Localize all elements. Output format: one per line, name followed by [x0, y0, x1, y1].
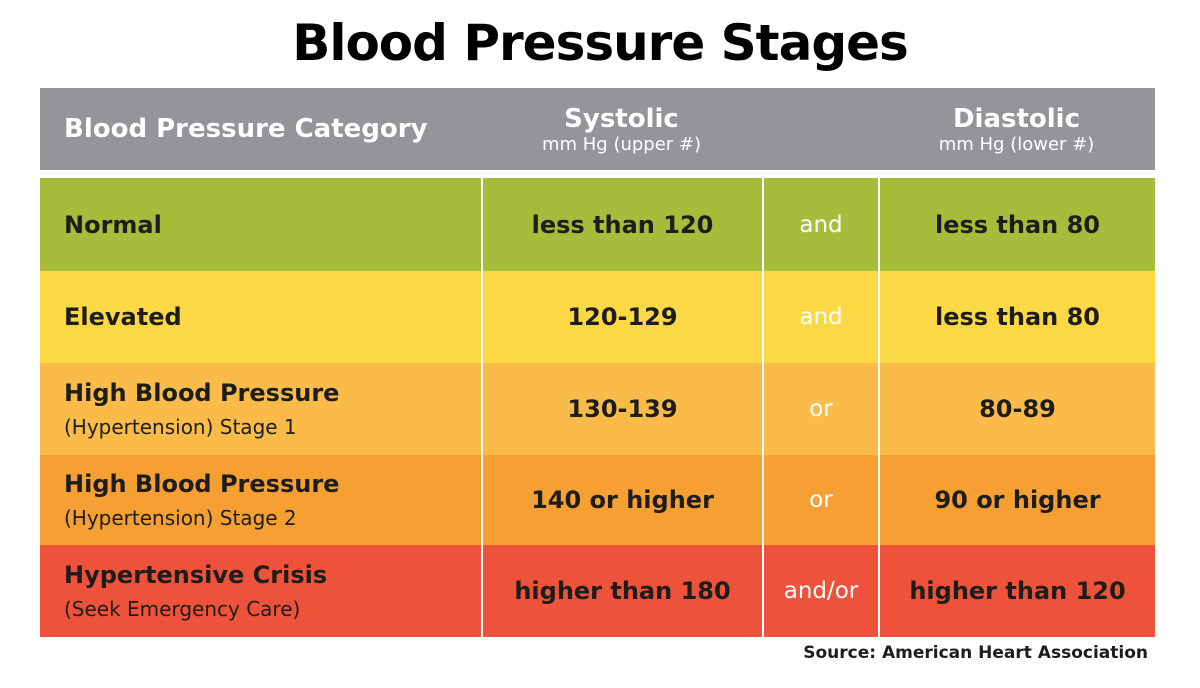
connector: or — [809, 396, 833, 422]
connector-cell: or — [762, 455, 878, 545]
category: High Blood Pressure — [64, 379, 340, 407]
systolic: 120-129 — [567, 303, 678, 331]
connector: and — [799, 211, 843, 238]
category-cell: High Blood Pressure (Hypertension) Stage … — [40, 363, 481, 455]
header-title: Systolic — [564, 103, 679, 134]
category: Elevated — [64, 303, 182, 331]
header-cell: Blood Pressure Category — [64, 114, 428, 144]
diastolic: less than 80 — [934, 303, 1101, 331]
table-row: High Blood Pressure (Hypertension) Stage … — [40, 455, 1155, 545]
connector-cell: and — [762, 178, 878, 271]
systolic-cell: 120-129 — [481, 271, 762, 363]
table-row: High Blood Pressure (Hypertension) Stage … — [40, 363, 1155, 455]
connector: and — [799, 304, 843, 330]
systolic: 130-139 — [567, 395, 678, 423]
diastolic: 90 or higher — [934, 486, 1101, 514]
systolic: less than 120 — [531, 210, 714, 239]
header-subtitle: mm Hg (upper #) — [541, 133, 702, 155]
diastolic-cell: 90 or higher — [878, 455, 1155, 545]
category: Normal — [64, 210, 162, 239]
diastolic: less than 80 — [934, 210, 1101, 239]
table-header: Blood Pressure Category Systolic mm Hg (… — [40, 88, 1155, 170]
diastolic-cell: less than 80 — [878, 178, 1155, 271]
header-cell: Diastolic mm Hg (lower #) — [878, 88, 1155, 170]
systolic-cell: 140 or higher — [481, 455, 762, 545]
systolic-cell: less than 120 — [481, 178, 762, 271]
category: High Blood Pressure — [64, 470, 340, 498]
category-note: (Seek Emergency Care) — [64, 597, 301, 621]
diastolic-cell: higher than 120 — [878, 545, 1155, 637]
diastolic-cell: less than 80 — [878, 271, 1155, 363]
category-cell: Hypertensive Crisis (Seek Emergency Care) — [40, 545, 481, 637]
header-title: Diastolic — [952, 103, 1081, 134]
category-note: (Hypertension) Stage 2 — [64, 506, 297, 530]
systolic-cell: higher than 180 — [481, 545, 762, 637]
diastolic: higher than 120 — [909, 577, 1126, 605]
diastolic: 80-89 — [979, 395, 1056, 423]
category-cell: Normal — [40, 178, 481, 271]
connector: and/or — [783, 578, 859, 604]
systolic-cell: 130-139 — [481, 363, 762, 455]
connector-cell: and/or — [762, 545, 878, 637]
systolic: higher than 180 — [514, 577, 731, 605]
table-row: Normal less than 120 and less than 80 — [40, 178, 1155, 271]
title: Blood Pressure Stages — [292, 14, 909, 72]
header-subtitle: mm Hg (lower #) — [938, 133, 1095, 155]
table-row: Elevated 120-129 and less than 80 — [40, 271, 1155, 363]
connector-cell: or — [762, 363, 878, 455]
connector-cell: and — [762, 271, 878, 363]
category-cell: Elevated — [40, 271, 481, 363]
category-cell: High Blood Pressure (Hypertension) Stage … — [40, 455, 481, 545]
category: Hypertensive Crisis — [64, 561, 328, 589]
systolic: 140 or higher — [531, 486, 714, 514]
source: Source: American Heart Association — [803, 643, 1148, 663]
table-row: Hypertensive Crisis (Seek Emergency Care)… — [40, 545, 1155, 637]
diastolic-cell: 80-89 — [878, 363, 1155, 455]
header-cell: Systolic mm Hg (upper #) — [481, 88, 762, 170]
category-note: (Hypertension) Stage 1 — [64, 415, 297, 439]
connector: or — [809, 487, 833, 513]
